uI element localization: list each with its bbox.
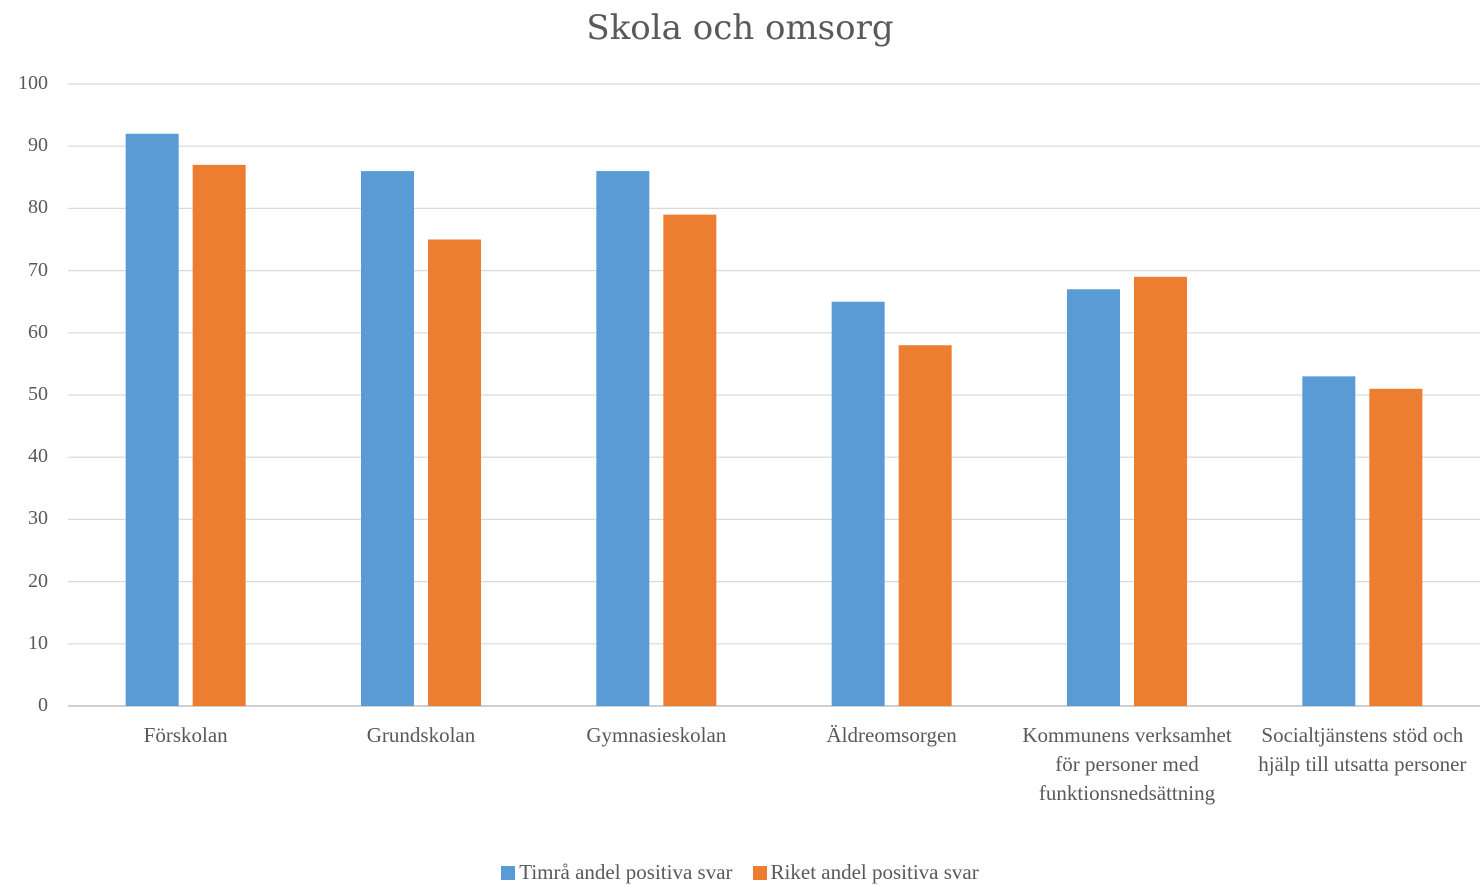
x-tick-label: Gymnasieskolan [586,723,727,747]
legend-item: Timrå andel positiva svar [501,860,733,885]
bar-series-2-4 [898,345,952,706]
bar-series-1-1 [125,133,179,706]
y-tick-label: 20 [28,569,48,592]
chart-title: Skola och omsorg [586,8,894,48]
y-tick-label: 40 [28,445,48,468]
x-tick-label: Socialtjänstens stöd och hjälp till utsa… [1258,723,1467,776]
x-tick-label: Grundskolan [366,723,476,747]
y-tick-label: 60 [28,320,48,343]
bar-series-1-3 [596,171,650,706]
legend-label: Riket andel positiva svar [770,860,979,884]
bar-series-1-2 [361,171,414,706]
y-tick-label: 90 [28,134,48,157]
bar-series-1-4 [831,301,885,706]
y-tick-label: 80 [28,196,48,219]
bar-series-2-6 [1369,388,1423,706]
y-tick-label: 50 [28,383,48,405]
x-tick-label: Äldreomsorgen [826,723,957,747]
legend-swatch [752,865,767,880]
bar-series-1-5 [1067,289,1120,706]
bar-series-2-3 [663,214,717,706]
bar-series-2-5 [1134,276,1187,706]
y-tick-label: 10 [28,631,48,654]
x-tick-label: Förskolan [143,723,228,747]
y-tick-label: 70 [28,258,48,281]
y-tick-label: 30 [28,507,48,530]
x-tick-label: Kommunens verksamhet för personer med fu… [1022,723,1232,805]
bar-series-2-2 [428,239,481,706]
legend: Timrå andel positiva svar Riket andel pos… [0,860,1480,885]
bar-series-1-6 [1302,376,1356,706]
y-tick-label: 100 [18,72,48,94]
legend-swatch [501,865,516,880]
y-tick-label: 0 [38,694,48,716]
bar-series-2-1 [192,164,246,707]
legend-item: Riket andel positiva svar [752,860,979,885]
legend-label: Timrå andel positiva svar [519,860,733,884]
